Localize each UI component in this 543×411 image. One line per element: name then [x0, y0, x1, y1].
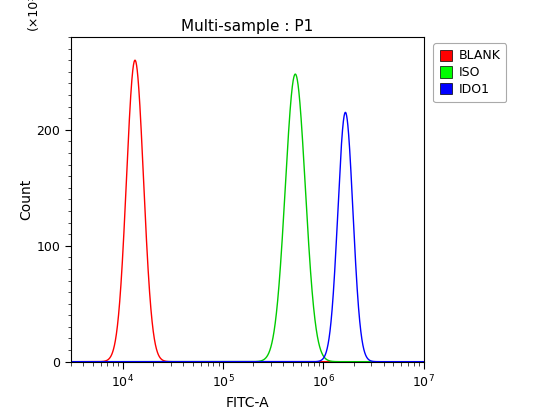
- Title: Multi-sample : P1: Multi-sample : P1: [181, 19, 313, 35]
- Y-axis label: Count: Count: [20, 179, 34, 220]
- Text: (×10¹): (×10¹): [27, 0, 40, 30]
- X-axis label: FITC-A: FITC-A: [225, 396, 269, 410]
- Legend: BLANK, ISO, IDO1: BLANK, ISO, IDO1: [433, 43, 507, 102]
